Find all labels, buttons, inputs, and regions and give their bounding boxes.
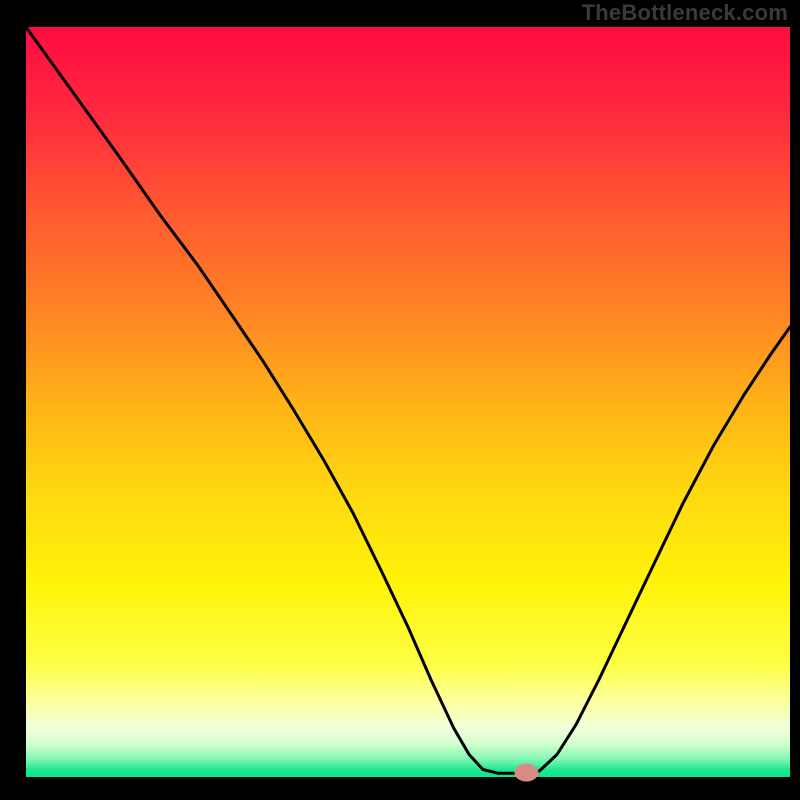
- watermark-text: TheBottleneck.com: [582, 0, 788, 26]
- bottleneck-chart: [0, 0, 800, 800]
- plot-background: [26, 27, 790, 777]
- optimum-marker: [514, 764, 538, 782]
